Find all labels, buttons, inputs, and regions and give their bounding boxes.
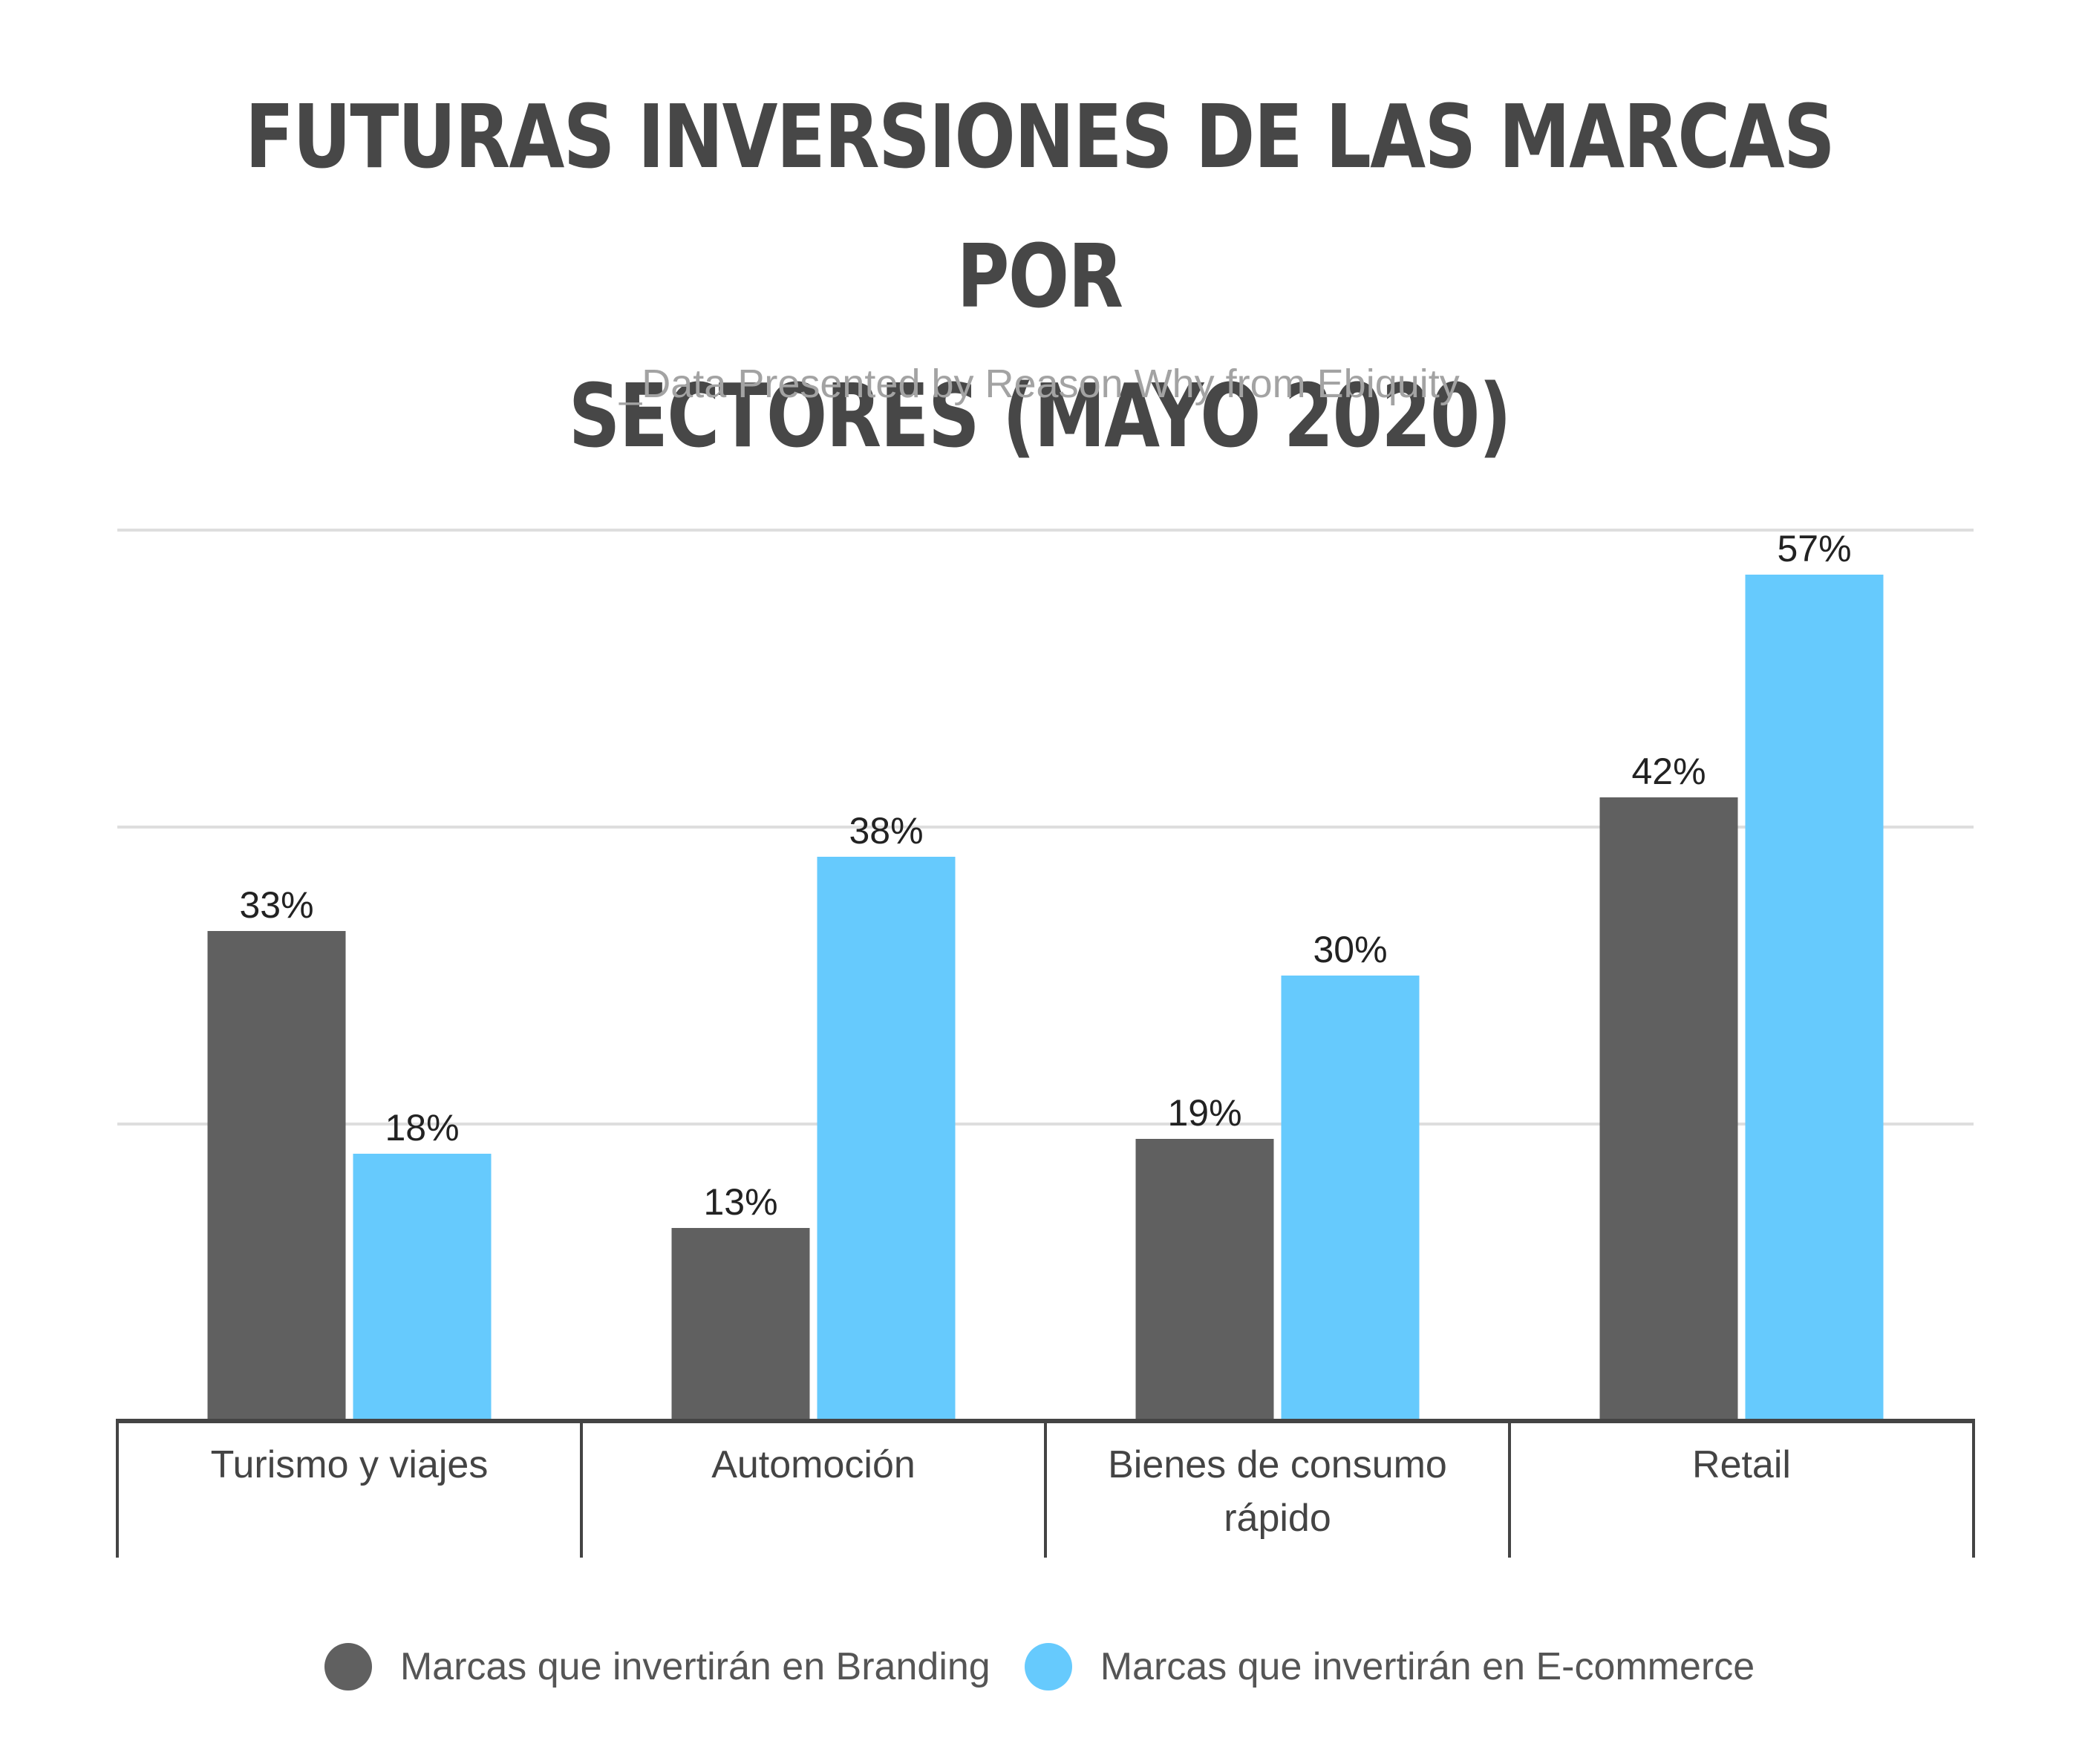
category-label-line: Automoción bbox=[711, 1443, 916, 1486]
data-label: 57% bbox=[1777, 528, 1851, 569]
bar bbox=[671, 1228, 810, 1421]
bar bbox=[207, 931, 346, 1421]
category-label-line: rápido bbox=[1224, 1497, 1331, 1540]
legend-swatch-ecommerce bbox=[1024, 1643, 1072, 1690]
data-label: 38% bbox=[849, 810, 923, 852]
legend-swatch-branding bbox=[324, 1643, 372, 1690]
chart-subtitle: _Data Presented by Reason Why from Ebiqu… bbox=[619, 362, 1460, 406]
bar bbox=[1599, 797, 1738, 1421]
category-label-line: Turismo y viajes bbox=[211, 1443, 489, 1486]
data-label: 42% bbox=[1631, 751, 1706, 792]
data-label: 30% bbox=[1313, 929, 1387, 970]
category-label: Turismo y viajes bbox=[211, 1443, 489, 1486]
chart-title-line-1: FUTURAS INVERSIONES DE LAS MARCAS POR bbox=[244, 85, 1835, 327]
data-label: 19% bbox=[1167, 1092, 1241, 1134]
category-label: Bienes de consumo rápido bbox=[1108, 1443, 1447, 1540]
legend-label-branding: Marcas que invertirán en Branding bbox=[399, 1645, 990, 1688]
legend: Marcas que invertirán en Branding Marcas… bbox=[0, 1633, 2079, 1700]
category-label-line: Bienes de consumo bbox=[1108, 1443, 1447, 1486]
category-label-line: Retail bbox=[1692, 1443, 1791, 1486]
bar bbox=[1281, 976, 1420, 1421]
data-label: 18% bbox=[385, 1107, 459, 1149]
bar bbox=[817, 857, 956, 1421]
data-label: 33% bbox=[239, 884, 313, 926]
chart-title: FUTURAS INVERSIONES DE LAS MARCAS POR SE… bbox=[187, 67, 1892, 486]
chart-title-line-2: SECTORES (MAYO 2020) bbox=[568, 365, 1512, 467]
category-label: Automoción bbox=[711, 1443, 916, 1486]
bar bbox=[1745, 575, 1884, 1421]
legend-item-ecommerce: Marcas que invertirán en E-commerce bbox=[1024, 1643, 1755, 1690]
legend-label-ecommerce: Marcas que invertirán en E-commerce bbox=[1100, 1645, 1755, 1688]
bar bbox=[1135, 1139, 1274, 1421]
bar bbox=[353, 1154, 492, 1421]
data-label: 13% bbox=[703, 1181, 777, 1223]
category-label: Retail bbox=[1692, 1443, 1791, 1486]
legend-item-branding: Marcas que invertirán en Branding bbox=[324, 1643, 990, 1690]
